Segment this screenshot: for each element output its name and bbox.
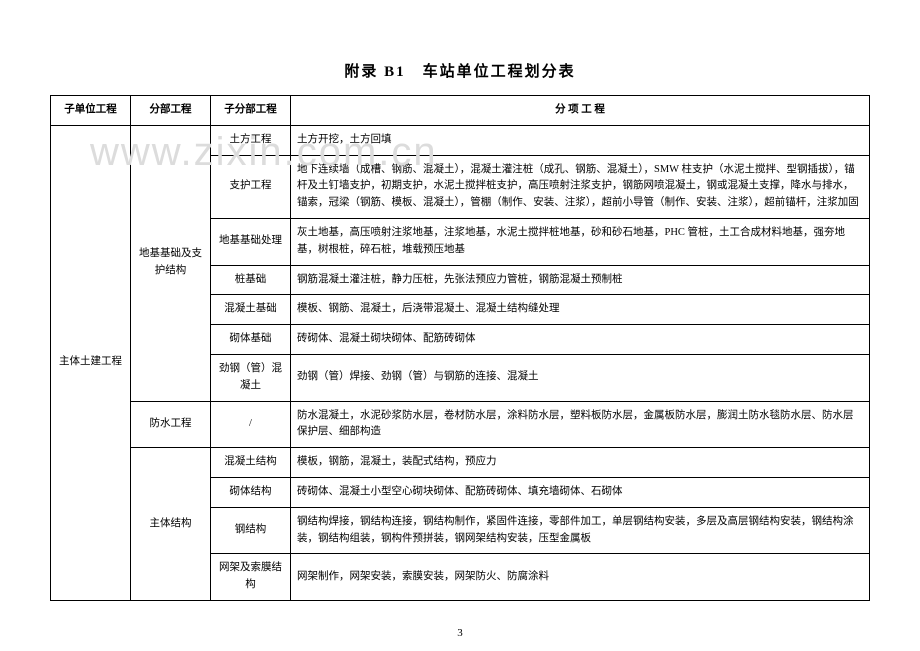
page-title: 附录 B1 车站单位工程划分表 xyxy=(50,60,870,81)
th-subdivision: 子分部工程 xyxy=(211,96,291,126)
cell-division: 主体结构 xyxy=(131,448,211,601)
cell-subdivision: / xyxy=(211,401,291,448)
cell-items: 砖砌体、混凝土小型空心砌块砌体、配筋砖砌体、填充墙砌体、石砌体 xyxy=(291,477,870,507)
cell-subdivision: 支护工程 xyxy=(211,155,291,218)
cell-items: 砖砌体、混凝土砌块砌体、配筋砖砌体 xyxy=(291,325,870,355)
th-subunit: 子单位工程 xyxy=(51,96,131,126)
cell-items: 防水混凝土，水泥砂浆防水层，卷材防水层，涂料防水层，塑料板防水层，金属板防水层，… xyxy=(291,401,870,448)
cell-subunit: 主体土建工程 xyxy=(51,125,131,600)
table-header-row: 子单位工程 分部工程 子分部工程 分 项 工 程 xyxy=(51,96,870,126)
cell-items: 灰土地基，高压喷射注浆地基，注浆地基，水泥土搅拌桩地基，砂和砂石地基，PHC 管… xyxy=(291,218,870,265)
cell-subdivision: 地基基础处理 xyxy=(211,218,291,265)
page-number: 3 xyxy=(0,627,920,639)
table-row: 主体结构混凝土结构模板，钢筋，混凝土，装配式结构，预应力 xyxy=(51,448,870,478)
cell-division: 地基基础及支护结构 xyxy=(131,125,211,401)
cell-subdivision: 混凝土基础 xyxy=(211,295,291,325)
cell-subdivision: 砌体基础 xyxy=(211,325,291,355)
cell-subdivision: 网架及索膜结构 xyxy=(211,554,291,601)
table-row: 主体土建工程地基基础及支护结构土方工程土方开挖，土方回填 xyxy=(51,125,870,155)
cell-items: 钢结构焊接，钢结构连接，钢结构制作，紧固件连接，零部件加工，单层钢结构安装，多层… xyxy=(291,507,870,554)
cell-items: 钢筋混凝土灌注桩，静力压桩，先张法预应力管桩，钢筋混凝土预制桩 xyxy=(291,265,870,295)
th-items: 分 项 工 程 xyxy=(291,96,870,126)
table-row: 防水工程/防水混凝土，水泥砂浆防水层，卷材防水层，涂料防水层，塑料板防水层，金属… xyxy=(51,401,870,448)
division-table: 子单位工程 分部工程 子分部工程 分 项 工 程 主体土建工程地基基础及支护结构… xyxy=(50,95,870,601)
cell-items: 劲钢（管）焊接、劲钢（管）与钢筋的连接、混凝土 xyxy=(291,354,870,401)
cell-subdivision: 桩基础 xyxy=(211,265,291,295)
cell-division: 防水工程 xyxy=(131,401,211,448)
cell-subdivision: 混凝土结构 xyxy=(211,448,291,478)
cell-items: 网架制作，网架安装，索膜安装，网架防火、防腐涂料 xyxy=(291,554,870,601)
th-division: 分部工程 xyxy=(131,96,211,126)
cell-items: 土方开挖，土方回填 xyxy=(291,125,870,155)
cell-items: 模板、钢筋、混凝土，后浇带混凝土、混凝土结构缝处理 xyxy=(291,295,870,325)
cell-subdivision: 砌体结构 xyxy=(211,477,291,507)
cell-items: 模板，钢筋，混凝土，装配式结构，预应力 xyxy=(291,448,870,478)
cell-subdivision: 劲钢（管）混凝土 xyxy=(211,354,291,401)
cell-subdivision: 土方工程 xyxy=(211,125,291,155)
cell-items: 地下连续墙（成槽、钢筋、混凝土），混凝土灌注桩（成孔、钢筋、混凝土），SMW 柱… xyxy=(291,155,870,218)
cell-subdivision: 钢结构 xyxy=(211,507,291,554)
